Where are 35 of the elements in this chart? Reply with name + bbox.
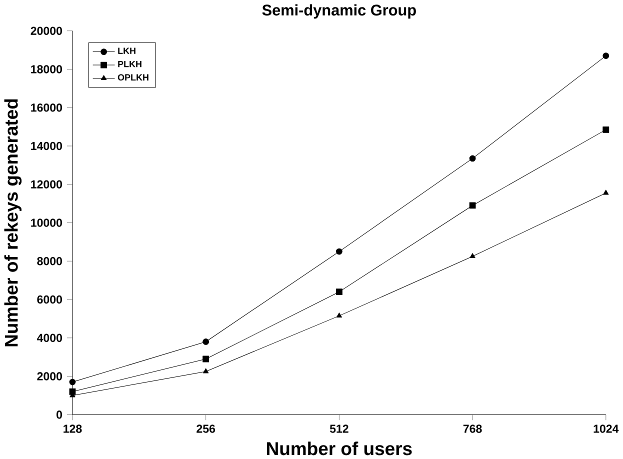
legend-label: LKH	[118, 48, 136, 54]
y-tick-label: 18000	[31, 64, 62, 74]
point	[602, 126, 610, 133]
x-axis-title: Number of users	[267, 441, 412, 455]
x-tick-label: 256	[196, 424, 216, 433]
y-tick-label: 2000	[37, 372, 62, 380]
y-tick-label: 10000	[31, 218, 62, 227]
point	[470, 252, 476, 258]
legend-label: OPLKH	[118, 74, 148, 80]
point	[203, 368, 209, 373]
legend-label: PLKH	[118, 60, 142, 67]
y-tick-label: 4000	[36, 334, 62, 342]
y-tick-label: 8000	[37, 256, 62, 265]
x-tick-label: 512	[330, 424, 348, 433]
x-tick-label: 128	[64, 424, 82, 433]
point	[69, 378, 76, 386]
point	[469, 155, 476, 162]
x-tick-label: 1024	[594, 424, 619, 433]
point	[602, 52, 610, 59]
point	[202, 338, 210, 345]
point	[336, 248, 342, 255]
chart-title: Semi-dynamic Group	[262, 4, 416, 18]
y-tick-label: 16000	[31, 103, 62, 112]
y-axis-title: Number of rekeys generated	[4, 99, 22, 346]
y-tick-label: 14000	[31, 142, 62, 150]
point	[469, 202, 476, 208]
y-tick-label: 0	[56, 410, 62, 419]
point	[603, 190, 609, 195]
y-tick-label: 6000	[37, 295, 62, 304]
x-tick-label: 768	[463, 424, 482, 433]
y-tick-label: 12000	[31, 180, 62, 188]
point	[202, 356, 210, 362]
y-tick-label: 20000	[30, 26, 62, 35]
point	[336, 312, 342, 318]
point	[336, 288, 342, 295]
